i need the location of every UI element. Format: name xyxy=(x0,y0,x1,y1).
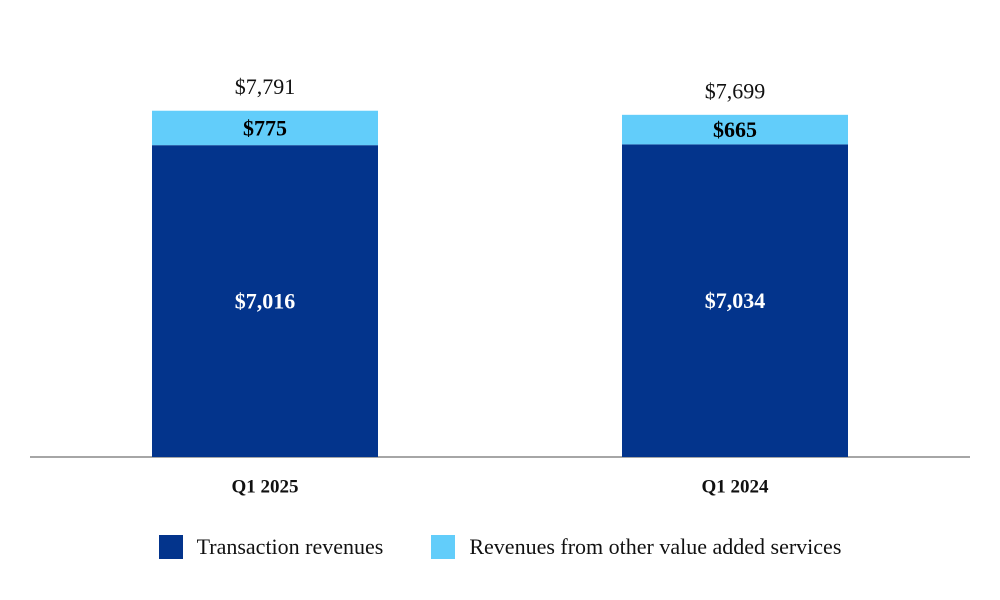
bar-value-added-services xyxy=(152,110,378,146)
data-label-transaction-revenues: $7,034 xyxy=(705,288,766,313)
legend-swatch-transaction-revenues xyxy=(158,535,183,559)
bar-value-added-services xyxy=(622,114,848,145)
total-label: $7,791 xyxy=(235,74,296,99)
legend-swatch-value-added-services xyxy=(431,535,456,559)
bar-transaction-revenues xyxy=(622,144,848,457)
x-tick-label: Q1 2024 xyxy=(701,477,769,498)
legend-item-value-added-services: Revenues from other value added services xyxy=(431,534,841,560)
total-label: $7,699 xyxy=(705,78,766,103)
legend-label-transaction-revenues: Transaction revenues xyxy=(196,534,384,559)
bar-transaction-revenues xyxy=(152,145,378,457)
data-label-transaction-revenues: $7,016 xyxy=(235,289,296,314)
data-label-value-added-services: $665 xyxy=(713,117,757,142)
legend-item-transaction-revenues: Transaction revenues xyxy=(158,534,384,560)
data-label-value-added-services: $775 xyxy=(243,115,287,140)
legend: Transaction revenues Revenues from other… xyxy=(0,533,1000,561)
x-tick-label: Q1 2025 xyxy=(231,477,298,498)
legend-label-value-added-services: Revenues from other value added services xyxy=(469,534,842,559)
